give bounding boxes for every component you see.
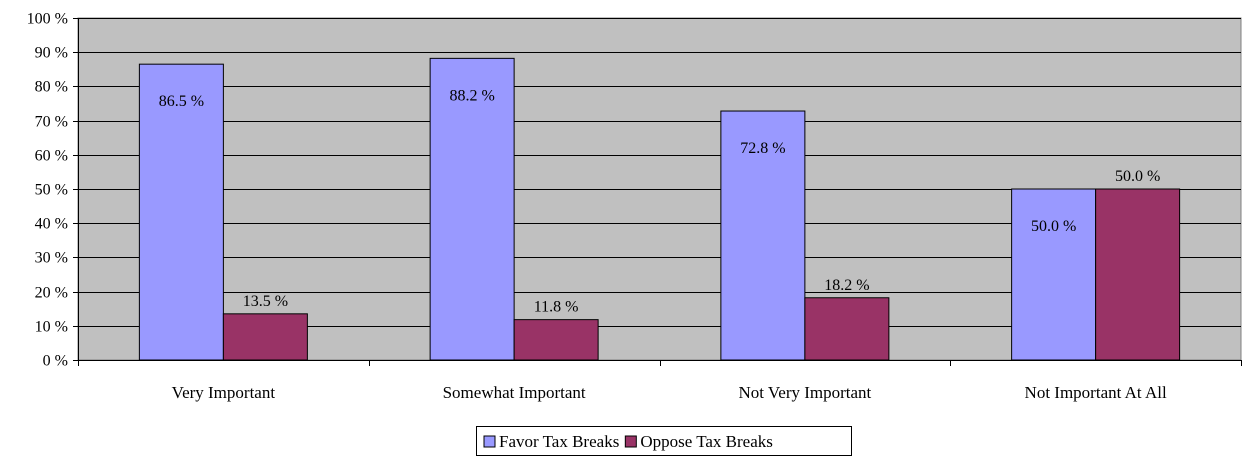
bar-favor xyxy=(138,63,224,361)
bar-oppose xyxy=(804,297,890,361)
y-tick-label: 40 % xyxy=(35,216,68,233)
y-tick-label: 50 % xyxy=(35,182,68,199)
bars xyxy=(138,57,1181,361)
data-labels: 86.5 % 88.2 % 72.8 % 50.0 % 13.5 % 11.8 % 18.2… xyxy=(159,87,1161,315)
y-axis: 0 % 10 % 20 % 30 % 40 % 50 % 60 % 70 % 80 % 90 % 1… xyxy=(27,11,79,370)
data-label: 18.2 % xyxy=(824,277,869,294)
legend-box xyxy=(476,426,852,456)
data-label: 50.0 % xyxy=(1115,168,1160,185)
bar-favor xyxy=(429,57,515,361)
x-tick-label: Not Important At All xyxy=(1025,383,1167,402)
y-tick-label: 90 % xyxy=(35,45,68,62)
x-tick-label: Very Important xyxy=(172,383,276,402)
x-tick-label: Somewhat Important xyxy=(443,383,586,402)
y-tick-label: 10 % xyxy=(35,319,68,336)
bar-favor xyxy=(1011,188,1097,361)
x-axis: Very Important Somewhat Important Not Very… xyxy=(78,360,1242,402)
data-label: 86.5 % xyxy=(159,93,204,110)
bar-favor xyxy=(720,110,806,361)
data-label: 11.8 % xyxy=(534,299,579,316)
data-label: 72.8 % xyxy=(740,140,785,157)
y-tick-label: 0 % xyxy=(43,353,68,370)
y-tick-label: 30 % xyxy=(35,250,68,267)
bar-oppose xyxy=(1095,188,1181,361)
data-label: 50.0 % xyxy=(1031,218,1076,235)
y-tick-label: 100 % xyxy=(27,11,68,28)
y-tick-label: 70 % xyxy=(35,114,68,131)
legend-label: Oppose Tax Breaks xyxy=(640,432,773,451)
y-tick-label: 80 % xyxy=(35,79,68,96)
data-label: 88.2 % xyxy=(449,87,494,104)
legend-swatch xyxy=(624,435,637,448)
x-tick-label: Not Very Important xyxy=(738,383,871,402)
bar-oppose xyxy=(513,319,599,361)
y-tick-label: 20 % xyxy=(35,285,68,302)
legend: Favor Tax Breaks Oppose Tax Breaks xyxy=(476,426,852,456)
bar-oppose xyxy=(222,313,308,361)
legend-label: Favor Tax Breaks xyxy=(499,432,619,451)
legend-swatch xyxy=(483,435,496,448)
y-tick-label: 60 % xyxy=(35,148,68,165)
data-label: 13.5 % xyxy=(243,293,288,310)
